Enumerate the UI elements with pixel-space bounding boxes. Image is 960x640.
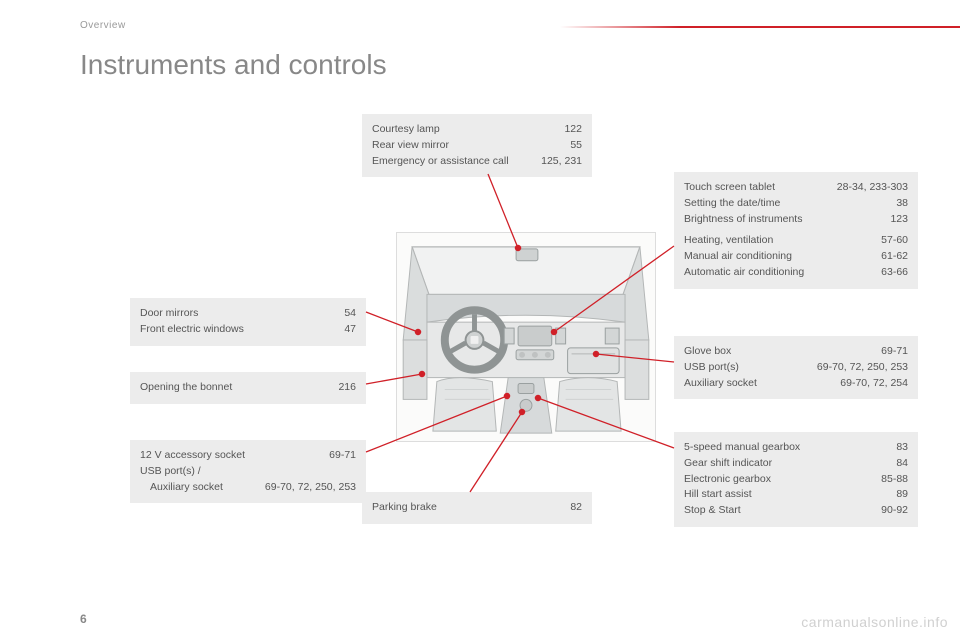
callout-page-ref: 122	[564, 122, 582, 138]
callout-page-ref: 57-60	[881, 233, 908, 249]
callout-label: Heating, ventilation	[684, 233, 773, 249]
callout-door-mirrors: Door mirrors 54 Front electric windows 47	[130, 298, 366, 346]
callout-page-ref: 63-66	[881, 265, 908, 281]
callout-row: Hill start assist 89	[684, 487, 908, 503]
page-number: 6	[80, 612, 87, 626]
callout-courtesy-lamp: Courtesy lamp122Rear view mirror55Emerge…	[362, 114, 592, 177]
callout-row: Electronic gearbox 85-88	[684, 472, 908, 488]
callout-label: Front electric windows	[140, 322, 244, 338]
callout-row: Auxiliary socket 69-70, 72, 250, 253	[140, 480, 356, 496]
dashboard-svg	[397, 233, 655, 441]
callout-label: Rear view mirror	[372, 138, 449, 154]
callout-row: USB port(s) 69-70, 72, 250, 253	[684, 360, 908, 376]
callout-page-ref: 89	[896, 487, 908, 503]
callout-label: Electronic gearbox	[684, 472, 771, 488]
callout-row: Stop & Start 90-92	[684, 503, 908, 519]
callout-label: USB port(s) /	[140, 464, 201, 480]
callout-row: Touch screen tablet 28-34, 233-303	[684, 180, 908, 196]
callout-page-ref: 83	[896, 440, 908, 456]
page-title: Instruments and controls	[80, 49, 920, 81]
callout-row: 12 V accessory socket 69-71	[140, 448, 356, 464]
callout-page-ref: 38	[896, 196, 908, 212]
callout-accessory-socket: 12 V accessory socket69-71USB port(s) / …	[130, 440, 366, 503]
callout-page-ref: 69-70, 72, 250, 253	[817, 360, 908, 376]
callout-label: 5-speed manual gearbox	[684, 440, 800, 456]
callout-parking-brake: Parking brake 82	[362, 492, 592, 524]
callout-page-ref: 69-70, 72, 254	[840, 376, 908, 392]
callout-bonnet: Opening the bonnet 216	[130, 372, 366, 404]
callout-page-ref: 84	[896, 456, 908, 472]
callout-row: Gear shift indicator 84	[684, 456, 908, 472]
callout-label: Glove box	[684, 344, 731, 360]
callout-page-ref: 69-70, 72, 250, 253	[265, 480, 356, 496]
callout-row: Parking brake 82	[372, 500, 582, 516]
callout-label: Auxiliary socket	[684, 376, 757, 392]
callout-label: Emergency or assistance call	[372, 154, 509, 170]
callout-label: Parking brake	[372, 500, 437, 516]
callout-row: Front electric windows 47	[140, 322, 356, 338]
dashboard-illustration	[396, 232, 656, 442]
callout-touchscreen-hvac: Touch screen tablet28-34, 233-303Setting…	[674, 172, 918, 289]
callout-page-ref: 69-71	[881, 344, 908, 360]
callout-row: 5-speed manual gearbox 83	[684, 440, 908, 456]
watermark: carmanualsonline.info	[801, 614, 948, 630]
callout-page-ref: 61-62	[881, 249, 908, 265]
callout-page-ref: 47	[344, 322, 356, 338]
callout-label: Gear shift indicator	[684, 456, 772, 472]
callout-page-ref: 82	[570, 500, 582, 516]
callout-page-ref: 125, 231	[541, 154, 582, 170]
callout-row: Heating, ventilation 57-60	[684, 233, 908, 249]
callout-row: Courtesy lamp 122	[372, 122, 582, 138]
callout-label: Brightness of instruments	[684, 212, 802, 228]
callout-row: Rear view mirror 55	[372, 138, 582, 154]
callout-row: Brightness of instruments 123	[684, 212, 908, 228]
callout-row: USB port(s) /	[140, 464, 356, 480]
header-accent-rule	[560, 26, 960, 28]
callout-row: Automatic air conditioning 63-66	[684, 265, 908, 281]
callout-label: Automatic air conditioning	[684, 265, 804, 281]
callout-label: Hill start assist	[684, 487, 752, 503]
callout-label: Stop & Start	[684, 503, 741, 519]
callout-label: 12 V accessory socket	[140, 448, 245, 464]
manual-page: Overview Instruments and controls	[0, 0, 960, 640]
callout-page-ref: 216	[338, 380, 356, 396]
callout-label: Auxiliary socket	[150, 480, 223, 496]
callout-label: Opening the bonnet	[140, 380, 232, 396]
callout-label: USB port(s)	[684, 360, 739, 376]
callout-page-ref: 54	[344, 306, 356, 322]
callout-page-ref: 85-88	[881, 472, 908, 488]
callout-label: Courtesy lamp	[372, 122, 440, 138]
callout-row: Opening the bonnet 216	[140, 380, 356, 396]
callout-gearbox: 5-speed manual gearbox83Gear shift indic…	[674, 432, 918, 527]
callout-label: Manual air conditioning	[684, 249, 792, 265]
callout-row: Auxiliary socket 69-70, 72, 254	[684, 376, 908, 392]
callout-label: Touch screen tablet	[684, 180, 775, 196]
callout-row: Setting the date/time 38	[684, 196, 908, 212]
callout-page-ref: 55	[570, 138, 582, 154]
callout-label: Setting the date/time	[684, 196, 780, 212]
callout-page-ref: 123	[890, 212, 908, 228]
callout-glovebox: Glove box 69-71 USB port(s) 69-70, 72, 250,…	[674, 336, 918, 399]
callout-row: Glove box 69-71	[684, 344, 908, 360]
callout-row: Manual air conditioning 61-62	[684, 249, 908, 265]
callout-page-ref: 90-92	[881, 503, 908, 519]
callout-label: Door mirrors	[140, 306, 198, 322]
callout-page-ref: 28-34, 233-303	[837, 180, 908, 196]
callout-row: Door mirrors 54	[140, 306, 356, 322]
callout-row: Emergency or assistance call 125, 231	[372, 154, 582, 170]
callout-page-ref: 69-71	[329, 448, 356, 464]
